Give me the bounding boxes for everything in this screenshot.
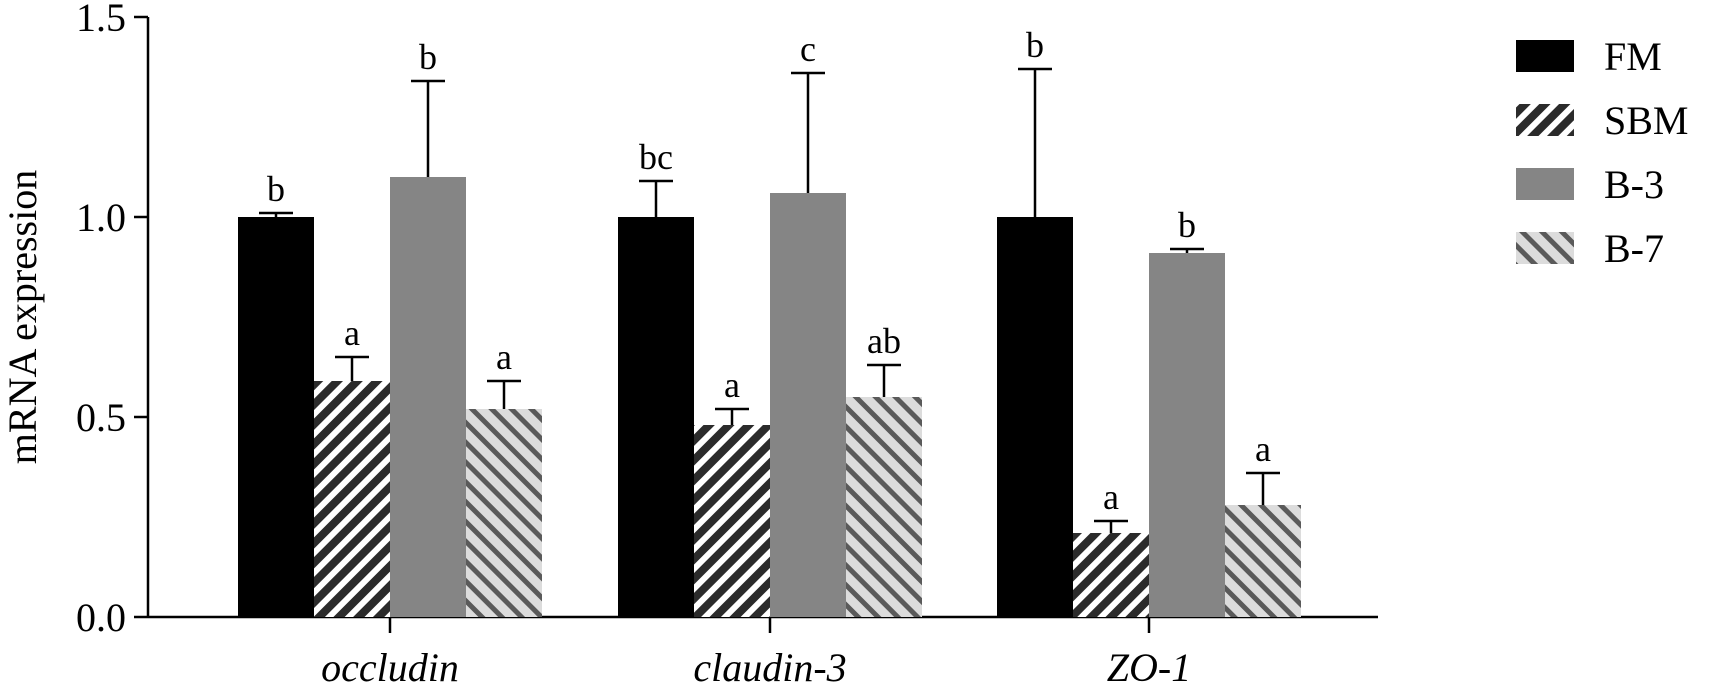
y-tick-label: 1.5: [76, 0, 126, 40]
legend-label-b-7: B-7: [1604, 226, 1664, 271]
bar-sbm-occludin: [314, 381, 390, 617]
bar-sbm-zo-1: [1073, 533, 1149, 617]
bar-b-7-claudin-3: [846, 397, 922, 617]
y-tick-label: 0.5: [76, 395, 126, 440]
legend: FM SBM B-3 B-7: [1516, 34, 1689, 271]
legend-label-sbm: SBM: [1604, 98, 1689, 143]
significance-label: a: [1103, 477, 1119, 517]
bar-fm-occludin: [238, 217, 314, 617]
significance-label: b: [419, 37, 437, 77]
bar-b-7-occludin: [466, 409, 542, 617]
bar-fm-claudin-3: [618, 217, 694, 617]
legend-label-fm: FM: [1604, 34, 1662, 79]
significance-label: c: [800, 29, 816, 69]
bar-b-3-zo-1: [1149, 253, 1225, 617]
bar-b-3-occludin: [390, 177, 466, 617]
legend-swatch-fm: [1516, 40, 1574, 72]
bar-fm-zo-1: [997, 217, 1073, 617]
bar-sbm-claudin-3: [694, 425, 770, 617]
legend-swatch-sbm: [1516, 104, 1574, 136]
bar-b-7-zo-1: [1225, 505, 1301, 617]
legend-swatch-b-3: [1516, 168, 1574, 200]
y-tick-label: 1.0: [76, 195, 126, 240]
legend-swatch-b-7: [1516, 232, 1574, 264]
y-tick-label: 0.0: [76, 595, 126, 640]
significance-label: b: [1178, 205, 1196, 245]
y-axis-title: mRNA expression: [0, 170, 45, 464]
significance-label: a: [724, 365, 740, 405]
significance-label: a: [496, 337, 512, 377]
category-label-claudin-3: claudin-3: [693, 645, 846, 690]
legend-label-b-3: B-3: [1604, 162, 1664, 207]
bar-b-3-claudin-3: [770, 193, 846, 617]
significance-label: b: [1026, 25, 1044, 65]
category-label-occludin: occludin: [321, 645, 459, 690]
category-label-zo-1: ZO-1: [1107, 645, 1191, 690]
significance-label: bc: [639, 137, 673, 177]
significance-label: a: [344, 313, 360, 353]
significance-label: ab: [867, 321, 901, 361]
significance-label: b: [267, 169, 285, 209]
significance-label: a: [1255, 429, 1271, 469]
